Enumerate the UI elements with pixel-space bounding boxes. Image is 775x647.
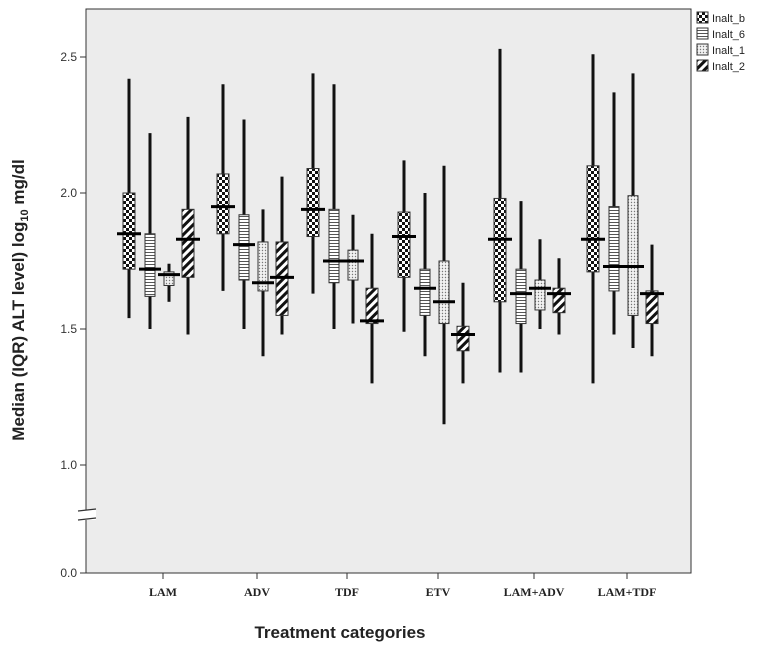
box-iqr bbox=[586, 165, 600, 273]
box-iqr bbox=[257, 241, 269, 292]
box-Inalt_b-ADV bbox=[211, 84, 235, 291]
x-category-label: ETV bbox=[426, 585, 451, 599]
box-Inalt_b-LAM+TDF bbox=[581, 54, 605, 384]
box-iqr bbox=[534, 279, 546, 311]
x-category-label: ADV bbox=[244, 585, 270, 599]
y-axis-label-main: Median (IQR) ALT level) log bbox=[9, 222, 28, 441]
box-Inalt_6-LAM+TDF bbox=[603, 92, 625, 335]
y-axis-label: Median (IQR) ALT level) log10 mg/dl bbox=[9, 159, 31, 440]
legend-label: Inalt_6 bbox=[712, 29, 745, 41]
box-iqr bbox=[328, 208, 340, 284]
box-iqr bbox=[347, 249, 359, 281]
box-Inalt_1-TDF bbox=[342, 214, 364, 324]
y-tick-label: 1.5 bbox=[60, 322, 77, 336]
legend-swatch bbox=[696, 59, 709, 72]
box-iqr bbox=[645, 290, 659, 325]
x-category-label: LAM+TDF bbox=[598, 585, 657, 599]
box-iqr bbox=[144, 233, 156, 297]
box-Inalt_6-LAM+ADV bbox=[510, 201, 532, 373]
box-Inalt_b-ETV bbox=[392, 160, 416, 332]
box-Inalt_1-ADV bbox=[252, 209, 274, 357]
y-axis-ticks: 0.0 1.0 1.5 2.0 2.5 bbox=[60, 50, 86, 580]
x-axis-categories: LAM ADV TDF ETV LAM+ADV LAM+TDF bbox=[149, 573, 656, 599]
legend-swatch bbox=[696, 43, 709, 56]
box-Inalt_2-TDF bbox=[360, 233, 384, 384]
box-Inalt_6-ETV bbox=[414, 193, 436, 357]
x-axis-label: Treatment categories bbox=[254, 623, 425, 642]
box-Inalt_2-LAM+TDF bbox=[640, 244, 664, 357]
box-iqr bbox=[365, 287, 379, 325]
box-iqr bbox=[608, 206, 620, 292]
y-axis-label-subscript: 10 bbox=[19, 209, 31, 221]
x-category-label: LAM bbox=[149, 585, 177, 599]
legend: Inalt_b Inalt_6 Inalt_1 Inalt_2 bbox=[696, 11, 745, 73]
y-axis-label-unit: mg/dl bbox=[9, 159, 28, 209]
box-iqr bbox=[456, 325, 470, 352]
box-Inalt_1-LAM+TDF bbox=[622, 73, 644, 349]
box-iqr bbox=[216, 173, 230, 235]
box-iqr bbox=[515, 268, 527, 325]
box-Inalt_1-ETV bbox=[433, 165, 455, 425]
box-iqr bbox=[552, 287, 566, 314]
y-tick-label: 2.5 bbox=[60, 50, 77, 64]
legend-swatch bbox=[696, 27, 709, 40]
x-category-label: TDF bbox=[335, 585, 359, 599]
legend-label: Inalt_b bbox=[712, 13, 745, 25]
box-iqr bbox=[238, 214, 250, 281]
box-iqr bbox=[493, 197, 507, 303]
plot-area bbox=[85, 8, 692, 574]
y-tick-label: 2.0 bbox=[60, 186, 77, 200]
box-iqr bbox=[163, 271, 175, 286]
box-Inalt_6-TDF bbox=[323, 84, 345, 329]
box-iqr bbox=[627, 195, 639, 316]
box-iqr bbox=[306, 168, 320, 238]
legend-label: Inalt_2 bbox=[712, 61, 745, 73]
box-Inalt_2-LAM+ADV bbox=[547, 258, 571, 335]
box-Inalt_6-LAM bbox=[139, 133, 161, 329]
axis-break-marker bbox=[77, 508, 97, 521]
box-iqr bbox=[181, 208, 195, 278]
box-iqr bbox=[438, 260, 450, 325]
box-Inalt_2-LAM bbox=[176, 116, 200, 335]
box-iqr bbox=[122, 192, 136, 270]
y-tick-label: 1.0 bbox=[60, 458, 77, 472]
box-Inalt_1-LAM+ADV bbox=[529, 239, 551, 329]
legend-label: Inalt_1 bbox=[712, 45, 745, 57]
y-tick-label: 0.0 bbox=[60, 566, 77, 580]
box-Inalt_6-ADV bbox=[233, 119, 255, 329]
boxes-layer bbox=[117, 48, 664, 425]
box-Inalt_b-LAM bbox=[117, 78, 141, 319]
box-iqr bbox=[397, 211, 411, 278]
x-category-label: LAM+ADV bbox=[504, 585, 565, 599]
box-Inalt_b-TDF bbox=[301, 73, 325, 294]
box-Inalt_2-ADV bbox=[270, 176, 294, 335]
legend-swatch bbox=[696, 11, 709, 24]
box-Inalt_b-LAM+ADV bbox=[488, 48, 512, 373]
box-iqr bbox=[419, 268, 431, 316]
box-Inalt_2-ETV bbox=[451, 282, 475, 384]
box-Inalt_1-LAM bbox=[158, 263, 180, 302]
